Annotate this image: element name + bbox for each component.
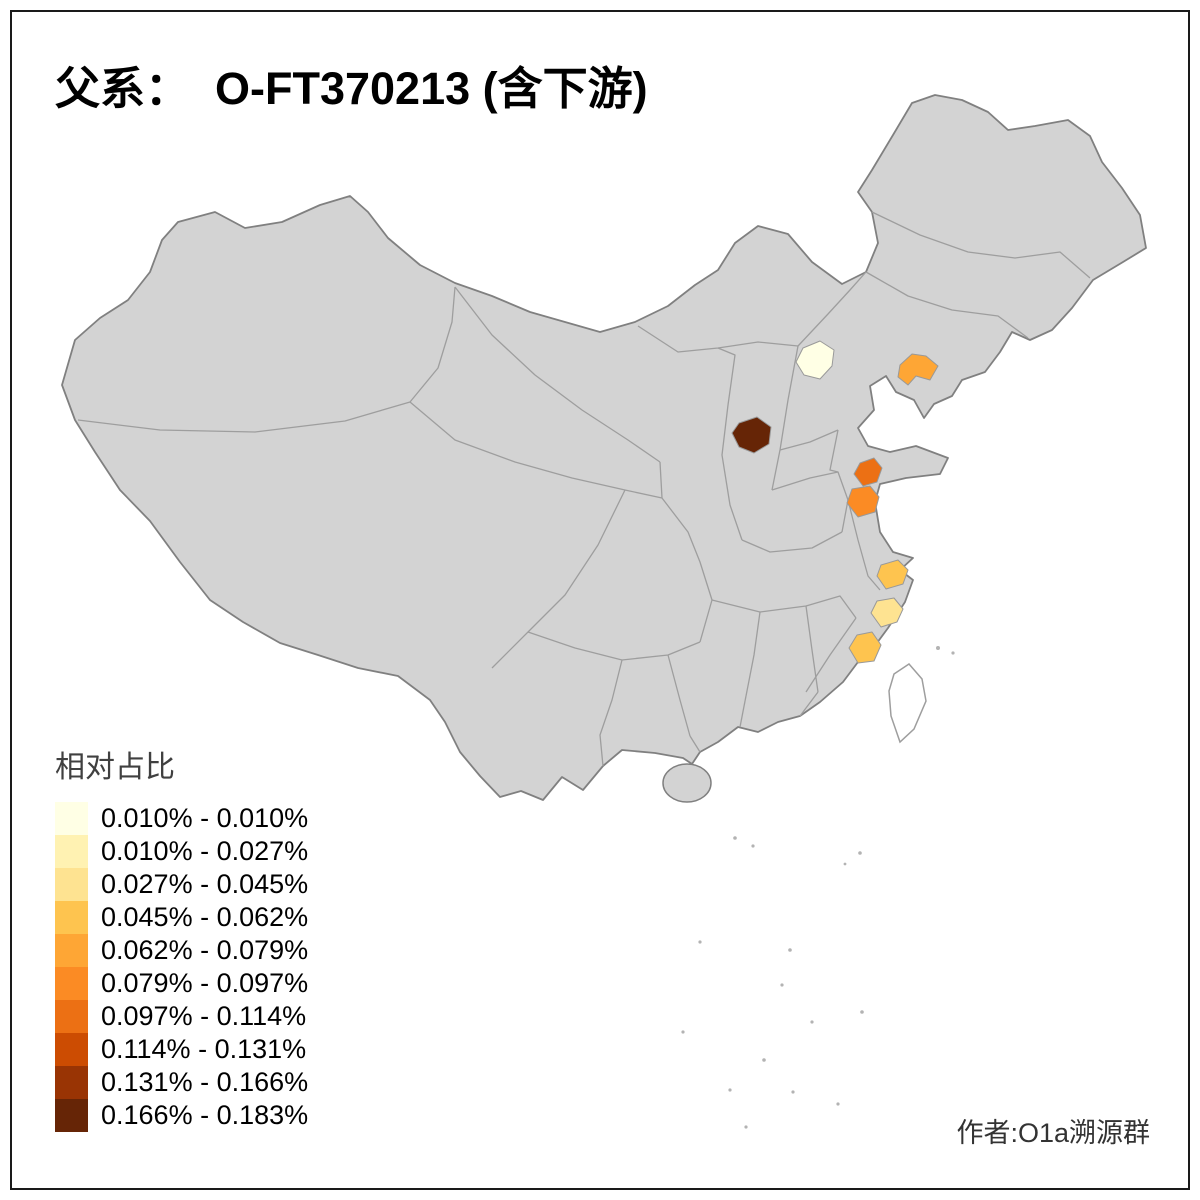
region-fujian-coast-area	[848, 631, 882, 664]
province-borders	[77, 211, 1091, 767]
border-guangxi-guangdong	[689, 735, 701, 753]
legend-row: 0.010% - 0.027%	[55, 835, 308, 868]
legend-swatch	[55, 1099, 88, 1132]
author-credit: 作者:O1a溯源群	[956, 1118, 1150, 1148]
region-liaodong-area	[897, 353, 939, 386]
legend-swatch	[55, 868, 88, 901]
figure-title: 父系： O-FT370213 (含下游)	[55, 63, 648, 114]
border-shanxi-east	[771, 345, 799, 491]
island-dot	[733, 836, 737, 840]
legend-swatch	[55, 835, 88, 868]
legend-label: 0.079% - 0.097%	[101, 968, 309, 998]
island-dot	[860, 1010, 864, 1014]
border-yunnan-east	[599, 659, 623, 767]
border-sichuan-east	[659, 461, 713, 643]
region-beijing-area	[795, 340, 835, 380]
legend-label: 0.027% - 0.045%	[101, 869, 309, 899]
island-dot	[698, 940, 702, 944]
border-shandong-west	[829, 429, 849, 533]
island-dot	[951, 651, 955, 655]
region-shanxi-south-area	[731, 416, 772, 454]
region-zhejiang-north-area	[876, 559, 909, 590]
island-dot	[751, 844, 755, 848]
legend-row: 0.062% - 0.079%	[55, 934, 308, 967]
island-dot	[843, 862, 847, 866]
legend-row: 0.131% - 0.166%	[55, 1066, 308, 1099]
border-shanxi-west	[717, 347, 743, 541]
border-heilongjiang-jilin	[871, 211, 1091, 279]
legend-label: 0.166% - 0.183%	[101, 1100, 309, 1130]
legend-row: 0.166% - 0.183%	[55, 1099, 308, 1132]
legend-swatch	[55, 802, 88, 835]
border-tibet-sichuan	[491, 489, 626, 669]
border-xinjiang	[77, 286, 456, 433]
legend-label: 0.131% - 0.166%	[101, 1067, 309, 1097]
region-jiangsu-north-area	[853, 457, 883, 487]
border-guizhou-guangxi	[667, 654, 691, 737]
legend-row: 0.114% - 0.131%	[55, 1033, 308, 1066]
legend-swatch	[55, 1066, 88, 1099]
taiwan-island	[888, 663, 927, 744]
border-henan-south	[741, 531, 843, 553]
legend-label: 0.010% - 0.010%	[101, 803, 309, 833]
legend-title: 相对占比	[55, 751, 175, 784]
region-zhejiang-south-area	[870, 597, 904, 628]
border-jiangxi-guangdong	[799, 691, 819, 717]
island-dot	[936, 646, 940, 650]
island-dot	[836, 1102, 840, 1106]
island-dot	[681, 1030, 685, 1034]
border-hebei-henan	[771, 471, 839, 491]
border-hebei-south	[779, 429, 839, 451]
highlight-regions	[731, 340, 939, 664]
legend-row: 0.097% - 0.114%	[55, 1000, 308, 1033]
island-dot	[788, 948, 792, 952]
legend-swatch	[55, 934, 88, 967]
border-anhui-jiangsu	[847, 499, 881, 591]
legend-swatch	[55, 967, 88, 1000]
border-inner-mongolia-south	[637, 271, 867, 353]
island-dot	[791, 1090, 795, 1094]
legend-swatch	[55, 1000, 88, 1033]
island-dot	[810, 1020, 814, 1024]
island-dot	[762, 1058, 766, 1062]
legend-row: 0.027% - 0.045%	[55, 868, 308, 901]
border-fujian-northwest	[805, 617, 857, 693]
border-jilin-liaoning	[865, 271, 1029, 339]
border-tibet-qinghai	[409, 401, 663, 499]
legend-label: 0.097% - 0.114%	[101, 1001, 307, 1031]
legend-label: 0.062% - 0.079%	[101, 935, 309, 965]
border-hunan-east	[745, 611, 761, 697]
legend-row: 0.010% - 0.010%	[55, 802, 308, 835]
island-dot	[744, 1125, 748, 1129]
legend-swatch	[55, 1033, 88, 1066]
legend-items: 0.010% - 0.010% 0.010% - 0.027% 0.027% - 0…	[55, 802, 308, 1132]
legend-swatch	[55, 901, 88, 934]
small-islands	[681, 646, 955, 1129]
legend-row: 0.045% - 0.062%	[55, 901, 308, 934]
legend-row: 0.079% - 0.097%	[55, 967, 308, 1000]
border-gansu-corridor	[454, 286, 661, 463]
hainan-island	[662, 763, 712, 803]
legend-label: 0.010% - 0.027%	[101, 836, 309, 866]
island-dot	[858, 851, 862, 855]
legend-label: 0.045% - 0.062%	[101, 902, 309, 932]
legend: 相对占比 0.010% - 0.010% 0.010% - 0.027% 0.027…	[55, 742, 308, 1132]
region-jiangsu-central-area	[846, 485, 880, 518]
border-hunan-guangdong	[739, 695, 747, 728]
legend-label: 0.114% - 0.131%	[101, 1034, 307, 1064]
mainland-outline	[61, 94, 1147, 801]
island-dot	[780, 983, 784, 987]
island-dot	[728, 1088, 732, 1092]
border-jiangxi-east	[805, 605, 819, 693]
